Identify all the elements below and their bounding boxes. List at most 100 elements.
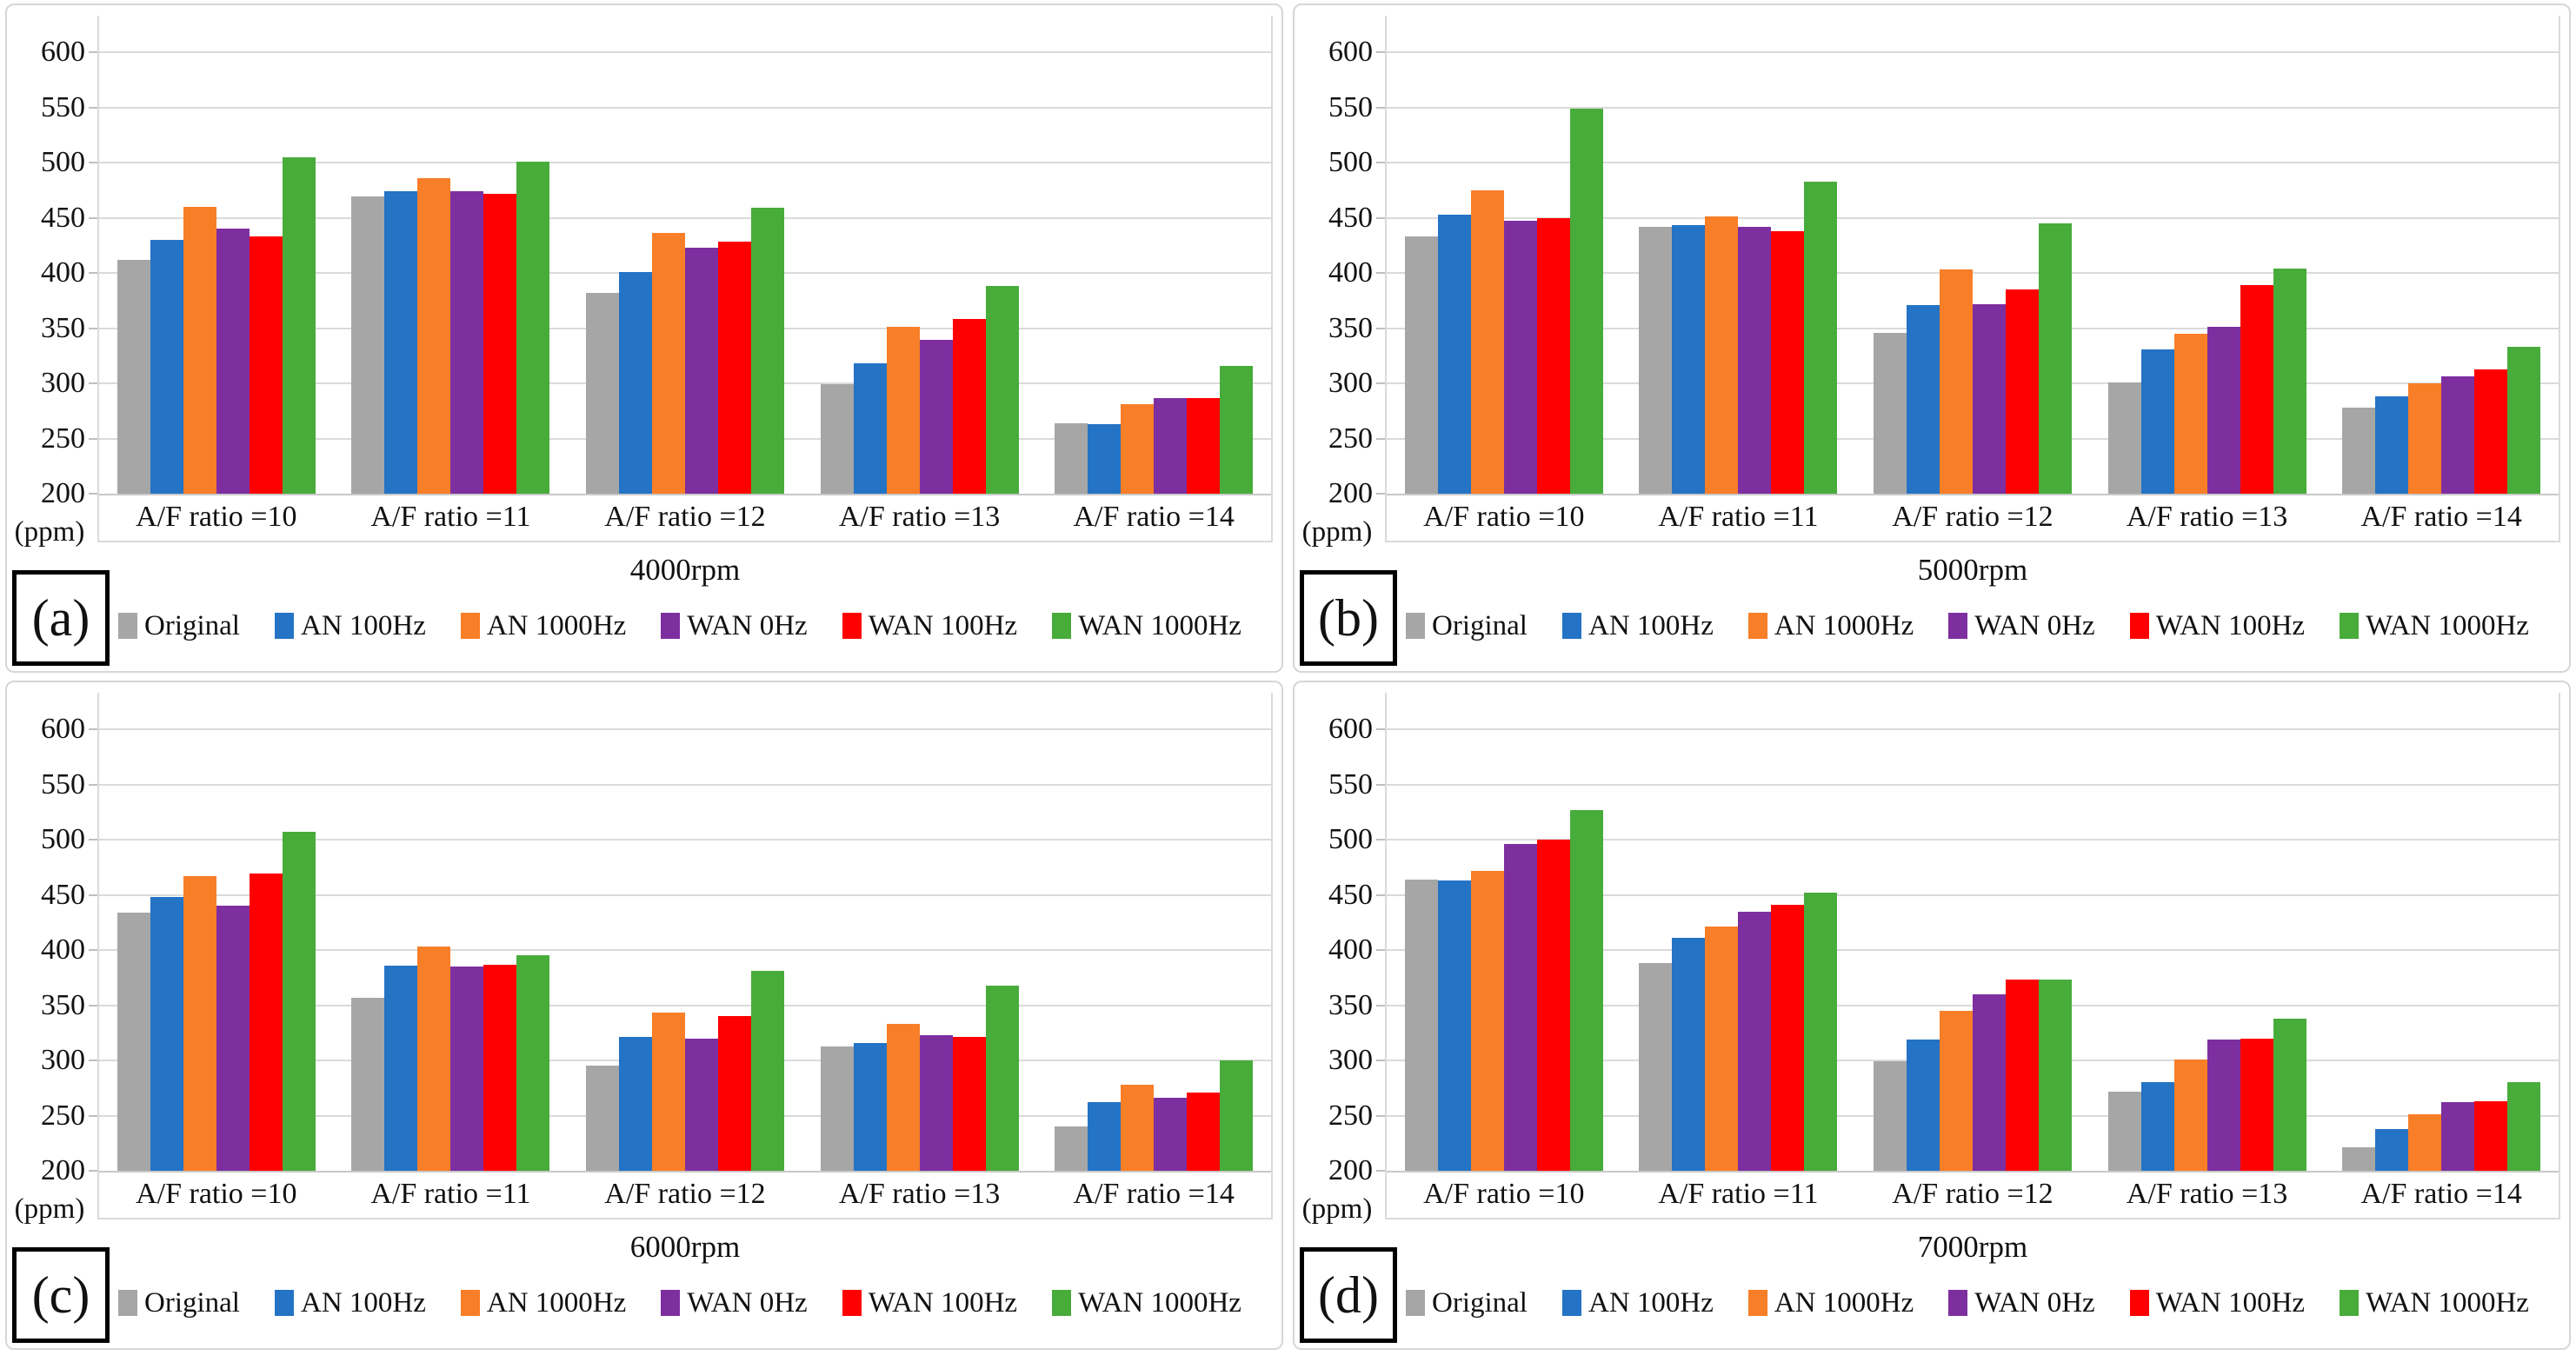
chart-title: 4000rpm (629, 553, 741, 587)
legend-swatch-icon (1747, 613, 1767, 639)
legend-swatch-icon (1406, 613, 1425, 639)
bar-wan-100hz-a-f-ratio-12 (717, 242, 751, 494)
bar-wan-1000hz-a-f-ratio-10 (1569, 108, 1603, 494)
bar-an-100hz-a-f-ratio-12 (618, 1037, 652, 1171)
bar-an-1000hz-a-f-ratio-11 (1705, 216, 1739, 494)
bar-group-a-f-ratio-11 (334, 693, 569, 1171)
y-tick-mark (1376, 216, 1385, 219)
x-tick-label: A/F ratio =12 (604, 1178, 766, 1210)
y-tick-mark (89, 1114, 97, 1117)
y-tick-mark (89, 162, 97, 163)
bar-an-1000hz-a-f-ratio-13 (2173, 333, 2207, 494)
bar-wan-100hz-a-f-ratio-14 (1187, 397, 1221, 494)
y-tick-label: 200 (1328, 477, 1373, 509)
bar-wan-0hz-a-f-ratio-11 (1738, 226, 1772, 494)
y-tick-mark (1376, 493, 1385, 495)
bar-original-a-f-ratio-10 (1404, 236, 1438, 494)
gridline (1387, 949, 2559, 951)
y-tick-mark (1376, 1004, 1385, 1007)
bar-wan-100hz-a-f-ratio-11 (483, 964, 517, 1171)
y-tick-label: 500 (1328, 146, 1373, 178)
bar-group-a-f-ratio-14 (1036, 16, 1271, 494)
bar-wan-0hz-a-f-ratio-11 (1738, 911, 1772, 1171)
x-tick-label: A/F ratio =14 (2360, 501, 2522, 533)
bar-wan-100hz-a-f-ratio-13 (952, 319, 986, 494)
gridline (1387, 162, 2559, 163)
y-tick-mark (1376, 728, 1385, 730)
y-tick-label: 350 (41, 988, 85, 1021)
bar-wan-1000hz-a-f-ratio-13 (2273, 1018, 2306, 1171)
bar-group-a-f-ratio-11 (1621, 693, 1856, 1171)
bar-wan-100hz-a-f-ratio-14 (2474, 369, 2508, 494)
y-tick-mark (89, 949, 97, 951)
bar-an-1000hz-a-f-ratio-14 (2408, 1114, 2442, 1171)
y-tick-label: 600 (41, 36, 85, 68)
legend-swatch-icon (118, 613, 137, 639)
bar-group-a-f-ratio-14 (2324, 16, 2559, 494)
bar-group-a-f-ratio-13 (2090, 16, 2325, 494)
y-tick-label: 200 (1328, 1154, 1373, 1186)
legend-label: WAN 0Hz (1974, 1286, 2095, 1319)
gridline (1387, 106, 2559, 109)
y-tick-mark (89, 839, 97, 840)
legend-item-wan-0hz: WAN 0Hz (661, 610, 808, 642)
legend-swatch-icon (460, 1290, 480, 1316)
x-tick-label: A/F ratio =13 (838, 501, 1001, 533)
bar-wan-1000hz-a-f-ratio-11 (516, 955, 550, 1171)
bar-an-1000hz-a-f-ratio-14 (1121, 1084, 1155, 1171)
bar-an-100hz-a-f-ratio-13 (2140, 349, 2174, 494)
gridline (1387, 728, 2559, 730)
legend-item-wan-100hz: WAN 100Hz (842, 1287, 1017, 1319)
legend-item-wan-1000hz: WAN 1000Hz (1052, 1287, 1241, 1319)
legend-label: AN 1000Hz (486, 1286, 627, 1319)
bar-group-a-f-ratio-12 (568, 693, 802, 1171)
legend-item-an-100hz: AN 100Hz (1561, 609, 1714, 642)
bar-group-a-f-ratio-10 (99, 16, 334, 494)
plot-area (97, 16, 1273, 495)
bar-original-a-f-ratio-13 (2107, 1091, 2141, 1171)
bar-an-100hz-a-f-ratio-11 (1672, 938, 1706, 1171)
y-tick-label: 550 (1328, 767, 1373, 801)
x-tick-label: A/F ratio =11 (370, 501, 531, 533)
bar-wan-0hz-a-f-ratio-13 (919, 340, 953, 494)
legend-label: AN 1000Hz (1774, 1286, 1914, 1319)
y-tick-mark (89, 216, 97, 219)
legend: Original AN 100Hz AN 1000Hz WAN 0Hz WAN 100H… (118, 607, 1275, 645)
bar-wan-100hz-a-f-ratio-13 (2240, 284, 2273, 494)
gridline (99, 106, 1271, 109)
gridline (1387, 894, 2559, 896)
legend-item-wan-1000hz: WAN 1000Hz (1052, 610, 1241, 642)
plot-area (1385, 693, 2560, 1173)
legend-item-wan-100hz: WAN 100Hz (2129, 1287, 2305, 1319)
bar-an-1000hz-a-f-ratio-10 (1470, 870, 1504, 1171)
legend: Original AN 100Hz AN 1000Hz WAN 0Hz WAN 100H… (118, 1284, 1275, 1322)
bar-an-100hz-a-f-ratio-14 (2375, 1128, 2409, 1171)
bar-an-100hz-a-f-ratio-11 (1672, 225, 1706, 494)
legend-item-an-100hz: AN 100Hz (1561, 1287, 1714, 1319)
gridline (1387, 51, 2559, 53)
legend-label: AN 100Hz (1588, 609, 1714, 641)
bar-wan-100hz-a-f-ratio-11 (483, 193, 517, 494)
legend-label: WAN 1000Hz (2366, 609, 2529, 641)
bar-an-1000hz-a-f-ratio-13 (886, 327, 920, 494)
y-tick-mark (89, 1060, 97, 1061)
y-tick-label: 250 (41, 1099, 85, 1132)
y-tick-label: 300 (1328, 367, 1373, 399)
bar-original-a-f-ratio-12 (1873, 1061, 1907, 1171)
y-tick-mark (89, 1170, 97, 1172)
x-tick-label: A/F ratio =10 (136, 1178, 297, 1210)
bar-original-a-f-ratio-11 (351, 997, 385, 1171)
bar-wan-0hz-a-f-ratio-14 (2441, 376, 2475, 494)
bar-wan-1000hz-a-f-ratio-14 (2507, 1082, 2541, 1171)
y-tick-mark (1376, 1114, 1385, 1117)
chart-panel-a: 600 550 500 450 400 350 300 250 200 (ppm) A/F rati… (5, 3, 1283, 673)
bar-an-1000hz-a-f-ratio-10 (1470, 189, 1504, 494)
y-axis-unit: (ppm) (14, 1193, 85, 1225)
legend-swatch-icon (1948, 613, 1968, 639)
legend-label: AN 100Hz (300, 1286, 426, 1319)
y-tick-label: 350 (41, 311, 85, 344)
legend-label: WAN 1000Hz (2366, 1286, 2529, 1319)
legend: Original AN 100Hz AN 1000Hz WAN 0Hz WAN 100H… (1406, 1284, 2562, 1322)
legend-label: WAN 1000Hz (1078, 609, 1241, 641)
bar-wan-100hz-a-f-ratio-14 (2474, 1101, 2508, 1171)
